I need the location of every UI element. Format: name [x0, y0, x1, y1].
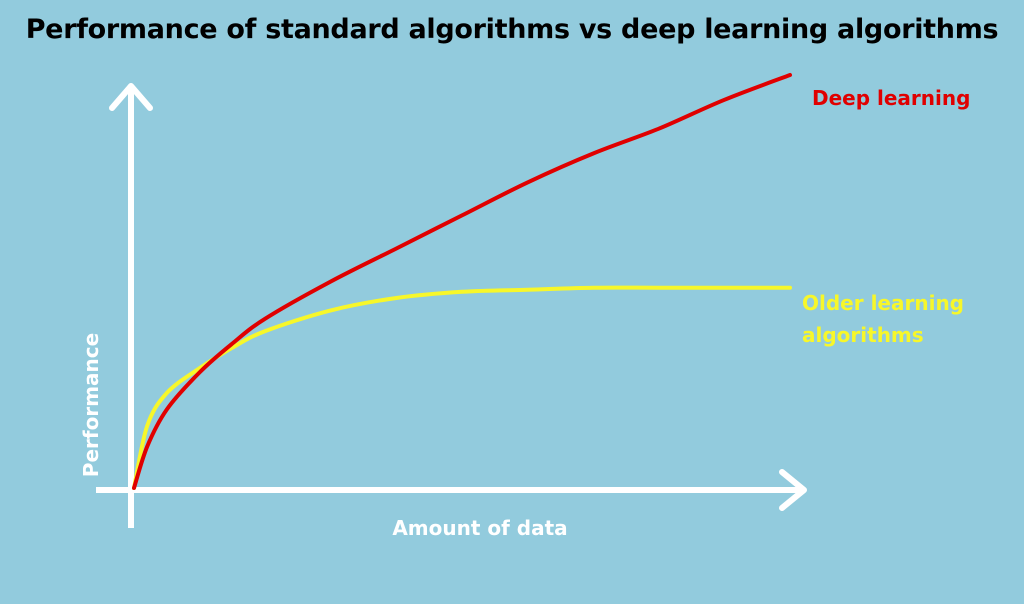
- y-axis-label: Performance: [79, 333, 103, 477]
- series-label-older-line-1: Older learning: [802, 291, 964, 315]
- series-label-older-learning: Older learning algorithms: [802, 291, 971, 347]
- series-line-deep-learning: [132, 73, 792, 490]
- x-axis-label: Amount of data: [392, 516, 567, 540]
- series-label-older-line-2: algorithms: [802, 323, 924, 347]
- series-line-older-learning: [132, 285, 792, 490]
- series-label-deep-learning: Deep learning: [812, 86, 970, 110]
- x-axis-arrowhead: [779, 469, 807, 511]
- y-axis-arrowhead: [109, 83, 153, 111]
- chart-title: Performance of standard algorithms vs de…: [25, 14, 999, 45]
